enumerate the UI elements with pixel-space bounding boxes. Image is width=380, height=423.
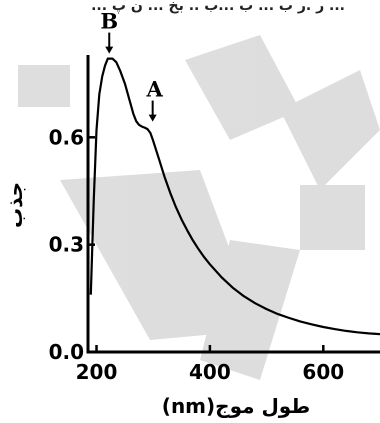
y-tick-label-0.6: 0.6 — [49, 125, 84, 149]
y-axis-title: جذب — [3, 182, 27, 228]
series-layer — [89, 57, 380, 336]
ticks: 200 400 600 0.0 0.3 0.6 — [49, 125, 345, 384]
x-tick-label-400: 400 — [189, 360, 231, 384]
peak-label-B: B — [100, 9, 118, 34]
x-axis-title: طول موج(nm) — [162, 394, 310, 418]
y-tick-label-0.0: 0.0 — [49, 340, 84, 364]
x-tick-label-600: 600 — [302, 360, 344, 384]
axes — [86, 55, 380, 354]
x-tick-label-200: 200 — [76, 360, 118, 384]
caption-fragment: ... ر .ر ب ... ب ...ب .. بخ ... ن پ ... — [91, 0, 345, 14]
annotations: BA — [100, 9, 164, 122]
watermark — [18, 35, 380, 380]
peak-arrow-head-A — [148, 114, 157, 122]
series-line-0 — [89, 57, 380, 336]
peak-arrow-head-B — [105, 46, 114, 54]
y-tick-label-0.3: 0.3 — [49, 233, 84, 257]
peak-label-A: A — [146, 77, 164, 102]
